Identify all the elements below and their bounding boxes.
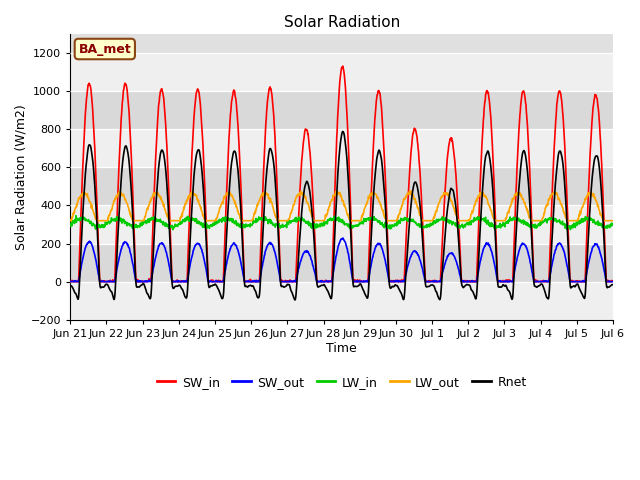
Rnet	[187, 222, 195, 228]
LW_out	[609, 218, 616, 224]
Line: LW_out: LW_out	[70, 191, 612, 221]
Bar	[70, 129, 613, 168]
LW_out	[545, 196, 552, 202]
LW_in	[426, 222, 434, 228]
LW_in	[609, 221, 616, 227]
LW_in	[72, 213, 80, 218]
Rnet	[609, 282, 616, 288]
SW_in	[497, 279, 505, 285]
LW_out	[174, 218, 182, 224]
Line: LW_in: LW_in	[70, 216, 612, 229]
SW_in	[174, 279, 182, 285]
Rnet	[291, 297, 299, 303]
LW_in	[545, 216, 553, 222]
SW_in	[67, 279, 74, 285]
Line: SW_out: SW_out	[70, 238, 612, 282]
Bar	[70, 168, 613, 205]
Bar	[70, 243, 613, 282]
LW_in	[67, 224, 74, 229]
SW_in	[67, 278, 74, 284]
LW_in	[169, 227, 177, 232]
Rnet	[67, 284, 74, 290]
LW_out	[426, 218, 434, 224]
Line: SW_in: SW_in	[70, 66, 612, 282]
SW_out	[67, 278, 74, 284]
SW_out	[609, 279, 616, 285]
SW_out	[497, 278, 505, 284]
Text: BA_met: BA_met	[79, 43, 131, 56]
SW_in	[339, 63, 347, 69]
SW_out	[545, 279, 553, 285]
LW_out	[407, 188, 415, 194]
Rnet	[497, 284, 505, 290]
Bar	[70, 91, 613, 129]
SW_out	[426, 279, 434, 285]
SW_in	[188, 167, 195, 173]
LW_in	[188, 216, 195, 222]
SW_in	[545, 278, 553, 284]
Bar	[70, 53, 613, 91]
Rnet	[545, 293, 553, 299]
SW_in	[426, 278, 434, 284]
LW_in	[175, 221, 182, 227]
SW_in	[609, 278, 616, 284]
Y-axis label: Solar Radiation (W/m2): Solar Radiation (W/m2)	[15, 104, 28, 250]
LW_out	[67, 218, 74, 224]
Rnet	[174, 283, 182, 289]
Title: Solar Radiation: Solar Radiation	[284, 15, 400, 30]
LW_out	[248, 218, 255, 224]
SW_out	[68, 279, 76, 285]
Rnet	[248, 283, 255, 289]
Rnet	[426, 283, 434, 288]
SW_out	[339, 235, 347, 241]
Rnet	[339, 129, 347, 134]
Legend: SW_in, SW_out, LW_in, LW_out, Rnet: SW_in, SW_out, LW_in, LW_out, Rnet	[152, 371, 532, 394]
SW_out	[248, 279, 256, 285]
SW_in	[248, 279, 256, 285]
SW_out	[188, 256, 195, 262]
LW_in	[248, 222, 256, 228]
LW_in	[497, 222, 505, 228]
SW_out	[174, 279, 182, 285]
LW_out	[497, 218, 504, 224]
Bar	[70, 282, 613, 320]
LW_out	[187, 190, 195, 196]
X-axis label: Time: Time	[326, 342, 357, 355]
Bar	[70, 205, 613, 243]
Line: Rnet: Rnet	[70, 132, 612, 300]
